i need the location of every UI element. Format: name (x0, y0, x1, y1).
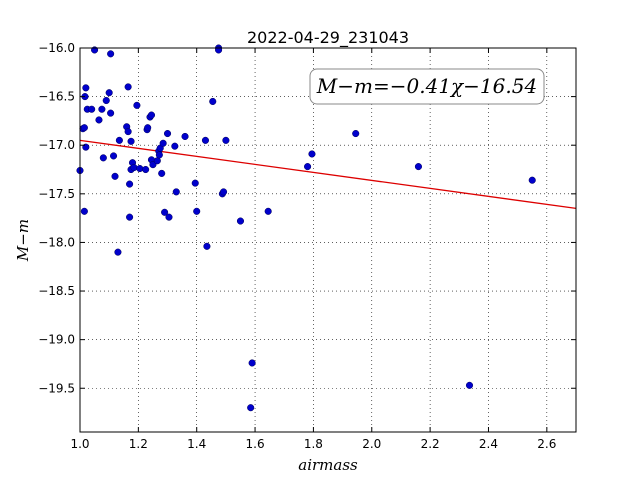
data-point (127, 137, 135, 145)
data-point (136, 164, 144, 173)
data-point (107, 109, 115, 117)
data-point (107, 50, 115, 58)
data-point (203, 242, 211, 250)
data-point (105, 89, 113, 97)
annotation-box (309, 68, 545, 105)
data-point (142, 165, 150, 174)
fit-line-layer (79, 139, 577, 210)
y-tick-label: −18.5 (38, 284, 75, 298)
data-point (124, 83, 132, 91)
data-point (414, 163, 422, 171)
data-point (88, 105, 96, 113)
data-point (158, 169, 166, 177)
data-point (102, 96, 110, 105)
y-axis-label: M−m (14, 219, 32, 262)
data-point (130, 164, 138, 172)
data-point (155, 151, 163, 159)
axis-ticks: 1.0 1.2 1.4 1.6 1.8 2.0 2.2 2.4 2.6 −16.0 −16.5 −17… (38, 41, 576, 451)
data-point (147, 111, 156, 119)
x-tick-label: 1.6 (246, 437, 265, 451)
data-point (126, 213, 134, 221)
x-axis-label: airmass (298, 456, 358, 474)
data-point (528, 176, 536, 184)
y-tick-label: −16.5 (38, 90, 75, 104)
data-point (304, 163, 312, 171)
x-tick-label: 1.2 (129, 437, 148, 451)
data-point (181, 132, 189, 141)
x-tick-label: 2.0 (362, 437, 381, 451)
data-point (126, 180, 134, 188)
data-point (465, 381, 474, 389)
data-point (114, 248, 122, 256)
x-tick-label: 2.4 (479, 437, 498, 451)
data-point (191, 179, 199, 187)
x-tick-label: 2.6 (537, 437, 556, 451)
data-point (80, 207, 88, 215)
data-point (219, 188, 228, 196)
data-point (111, 172, 119, 180)
data-point (264, 207, 272, 215)
data-point (236, 217, 245, 225)
data-point (209, 97, 217, 106)
plot-frame (79, 47, 577, 433)
data-point (352, 129, 360, 138)
data-point (80, 124, 88, 132)
data-point (193, 207, 201, 215)
y-tick-label: −19.5 (38, 381, 75, 395)
data-point (124, 128, 132, 136)
data-point (222, 136, 230, 144)
data-point (161, 208, 169, 216)
data-point (95, 116, 103, 124)
chart-title: 2022-04-29_231043 (247, 28, 409, 48)
data-point (201, 136, 210, 144)
data-point (248, 359, 256, 367)
data-point (133, 101, 141, 109)
x-tick-label: 1.0 (70, 437, 89, 451)
data-point (82, 84, 90, 92)
data-point (308, 150, 316, 158)
y-tick-label: −17.0 (38, 138, 75, 152)
data-point (159, 139, 167, 147)
y-tick-label: −17.5 (38, 187, 75, 201)
data-point (115, 136, 123, 144)
x-tick-label: 2.2 (421, 437, 440, 451)
data-point (171, 142, 179, 150)
y-tick-label: −19.0 (38, 333, 75, 347)
y-tick-label: −16.0 (38, 41, 75, 55)
data-point (247, 404, 255, 412)
x-tick-label: 1.4 (187, 437, 206, 451)
data-point (172, 188, 180, 196)
fit-line (79, 139, 577, 210)
annotation-text: M−m=−0.41χ−16.54 (316, 74, 537, 98)
data-point (165, 213, 173, 221)
data-point (110, 152, 118, 160)
data-point (144, 124, 152, 132)
equation-annotation: M−m=−0.41χ−16.54 (309, 68, 545, 105)
data-point (163, 129, 172, 138)
data-points (76, 44, 536, 412)
data-point (99, 154, 107, 162)
y-tick-label: −18.0 (38, 235, 75, 249)
data-point (98, 105, 106, 113)
x-tick-label: 1.8 (304, 437, 323, 451)
